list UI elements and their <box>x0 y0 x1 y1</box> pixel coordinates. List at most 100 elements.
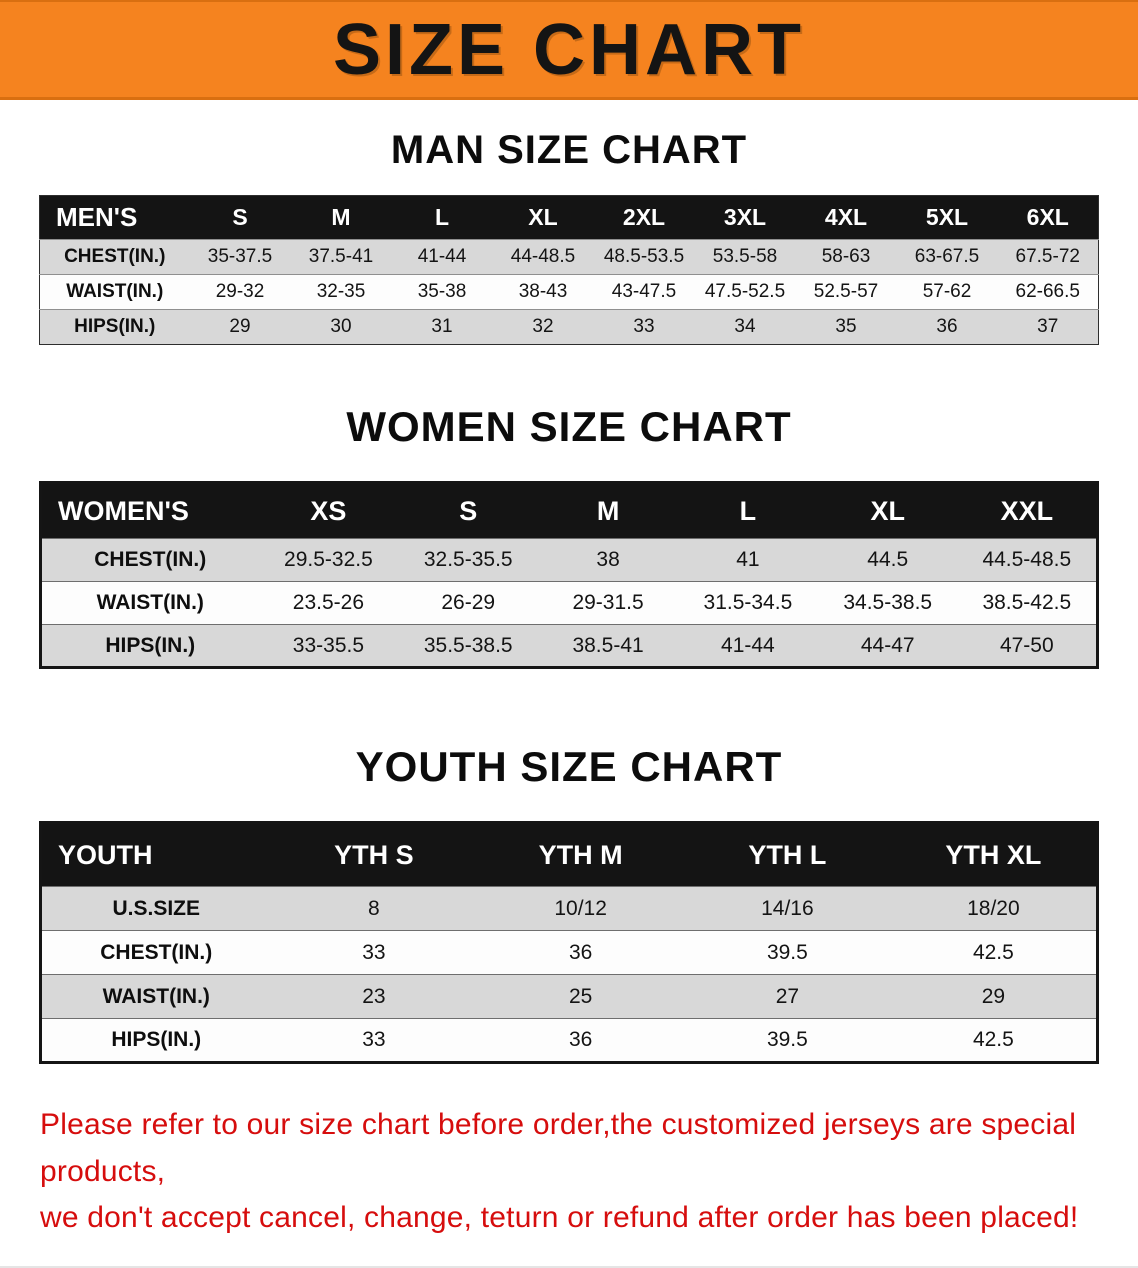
size-value-cell: 36 <box>568 1028 593 1051</box>
table-corner-label: MEN'S <box>39 195 190 240</box>
youth-size-table: YOUTH YTH S YTH M YTH L YTH XL U.S.SIZE 8 10/12… <box>39 821 1099 1064</box>
page-title: SIZE CHART <box>333 9 805 90</box>
measurement-row-label: HIPS(IN.) <box>105 633 196 657</box>
measurement-row-label: WAIST(IN.) <box>96 591 204 614</box>
measurement-row-label: CHEST(IN.) <box>64 246 166 267</box>
size-value-cell: 41 <box>736 548 760 571</box>
size-value-cell: 29-31.5 <box>572 591 644 614</box>
size-value-cell: 33 <box>362 940 386 964</box>
size-value-cell: 8 <box>368 896 380 920</box>
table-row: HIPS(IN.) 33 36 39.5 42.5 <box>40 1018 1098 1063</box>
size-value-cell: 32-35 <box>316 281 366 302</box>
table-body: U.S.SIZE 8 10/12 14/16 18/20 CHEST(IN.) 33 36 39… <box>40 886 1098 1063</box>
size-value-cell: 33-35.5 <box>292 633 365 657</box>
size-value-cell: 29 <box>229 316 251 337</box>
size-value-cell: 52.5-57 <box>813 281 879 302</box>
disclaimer-line-1: Please refer to our size chart before or… <box>40 1108 1077 1188</box>
table-head: YOUTH YTH S YTH M YTH L YTH XL <box>40 822 1098 887</box>
size-value-cell: 41-44 <box>417 246 467 267</box>
men-size-section: MAN SIZE CHART MEN'S S M L XL 2XL 3XL 4XL 5XL 6XL… <box>0 128 1138 345</box>
size-value-cell: 36 <box>568 940 593 964</box>
size-value-cell: 32 <box>532 316 554 337</box>
table-head: MEN'S S M L XL 2XL 3XL 4XL 5XL 6XL <box>39 195 1099 240</box>
size-value-cell: 63-67.5 <box>914 246 980 267</box>
size-value-cell: 23.5-26 <box>292 591 365 614</box>
table-row: CHEST(IN.) 35-37.5 37.5-41 41-44 44-48.5 48.5… <box>39 239 1099 275</box>
table-header-row: YOUTH YTH S YTH M YTH L YTH XL <box>40 822 1098 887</box>
size-value-cell: 43-47.5 <box>611 281 677 302</box>
size-column-header: YTH S <box>270 822 478 887</box>
table-corner-label: YOUTH <box>40 822 271 887</box>
table-head: WOMEN'S XS S M L XL XXL <box>40 482 1098 539</box>
table-header-row: WOMEN'S XS S M L XL XXL <box>40 482 1098 539</box>
size-value-cell: 39.5 <box>766 940 808 964</box>
women-size-table: WOMEN'S XS S M L XL XXL CHEST(IN.) 29.5-32.5 32.5… <box>39 481 1099 669</box>
women-size-section: WOMEN SIZE CHART WOMEN'S XS S M L XL XXL CHEST(… <box>0 403 1138 669</box>
size-column-header: XL <box>817 482 958 539</box>
size-value-cell: 33 <box>362 1028 386 1051</box>
measurement-row-label: WAIST(IN.) <box>102 984 210 1008</box>
size-value-cell: 53.5-58 <box>712 246 778 267</box>
size-column-header: XL <box>492 195 594 240</box>
size-value-cell: 10/12 <box>554 896 607 920</box>
size-value-cell: 31 <box>431 316 453 337</box>
table-row: WAIST(IN.) 29-32 32-35 35-38 38-43 43-47.5 47.… <box>39 274 1099 310</box>
size-value-cell: 35-38 <box>417 281 467 302</box>
size-value-cell: 39.5 <box>766 1028 808 1051</box>
table-header-row: MEN'S S M L XL 2XL 3XL 4XL 5XL 6XL <box>39 195 1099 240</box>
size-column-header: 4XL <box>795 195 897 240</box>
size-value-cell: 44-47 <box>860 633 915 657</box>
size-value-cell: 44.5-48.5 <box>982 548 1072 571</box>
size-column-header: YTH L <box>684 822 891 887</box>
measurement-row-label: U.S.SIZE <box>112 896 201 920</box>
size-value-cell: 29 <box>981 984 1006 1008</box>
size-value-cell: 25 <box>568 984 593 1008</box>
men-section-heading: MAN SIZE CHART <box>390 128 748 172</box>
size-value-cell: 41-44 <box>721 633 775 657</box>
table-body: CHEST(IN.) 35-37.5 37.5-41 41-44 44-48.5 48.5… <box>39 239 1099 345</box>
size-value-cell: 38.5-42.5 <box>982 591 1072 614</box>
size-column-header: 2XL <box>593 195 695 240</box>
size-value-cell: 34 <box>734 316 756 337</box>
size-value-cell: 47.5-52.5 <box>704 281 786 302</box>
size-value-cell: 30 <box>330 316 352 337</box>
size-value-cell: 35-37.5 <box>207 246 273 267</box>
table-corner-label: WOMEN'S <box>40 482 259 539</box>
youth-section-heading: YOUTH SIZE CHART <box>355 743 783 790</box>
size-value-cell: 57-62 <box>922 281 972 302</box>
size-column-header: XS <box>258 482 399 539</box>
table-row: HIPS(IN.) 29 30 31 32 33 34 35 36 37 <box>39 309 1099 345</box>
size-value-cell: 37.5-41 <box>308 246 374 267</box>
size-column-header: 5XL <box>896 195 998 240</box>
size-value-cell: 29.5-32.5 <box>284 548 373 571</box>
size-value-cell: 14/16 <box>761 896 814 920</box>
disclaimer-line-2: we don't accept cancel, change, teturn o… <box>40 1201 1079 1234</box>
size-value-cell: 44-48.5 <box>510 246 576 267</box>
size-value-cell: 38.5-41 <box>572 633 644 657</box>
measurement-row-label: HIPS(IN.) <box>111 1028 202 1051</box>
size-value-cell: 62-66.5 <box>1015 281 1080 302</box>
size-column-header: M <box>290 195 392 240</box>
measurement-row-label: WAIST(IN.) <box>66 281 164 302</box>
size-value-cell: 34.5-38.5 <box>843 591 933 614</box>
size-value-cell: 37 <box>1037 316 1059 337</box>
table-row: WAIST(IN.) 23.5-26 26-29 29-31.5 31.5-34.5 34… <box>40 581 1098 625</box>
size-column-header: L <box>677 482 818 539</box>
table-body: CHEST(IN.) 29.5-32.5 32.5-35.5 38 41 44.5 44.5… <box>40 538 1098 668</box>
size-column-header: XXL <box>957 482 1098 539</box>
size-value-cell: 33 <box>633 316 655 337</box>
size-value-cell: 38 <box>596 548 620 571</box>
size-value-cell: 23 <box>362 984 386 1008</box>
measurement-row-label: CHEST(IN.) <box>100 940 213 964</box>
size-value-cell: 67.5-72 <box>1015 246 1080 267</box>
size-value-cell: 38-43 <box>518 281 568 302</box>
size-value-cell: 31.5-34.5 <box>703 591 793 614</box>
table-row: CHEST(IN.) 33 36 39.5 42.5 <box>40 930 1098 975</box>
size-value-cell: 48.5-53.5 <box>603 246 685 267</box>
youth-size-section: YOUTH SIZE CHART YOUTH YTH S YTH M YTH L YTH… <box>0 743 1138 1064</box>
size-column-header: M <box>538 482 678 539</box>
size-value-cell: 35 <box>835 316 857 337</box>
size-value-cell: 36 <box>936 316 958 337</box>
size-column-header: YTH XL <box>890 822 1098 887</box>
